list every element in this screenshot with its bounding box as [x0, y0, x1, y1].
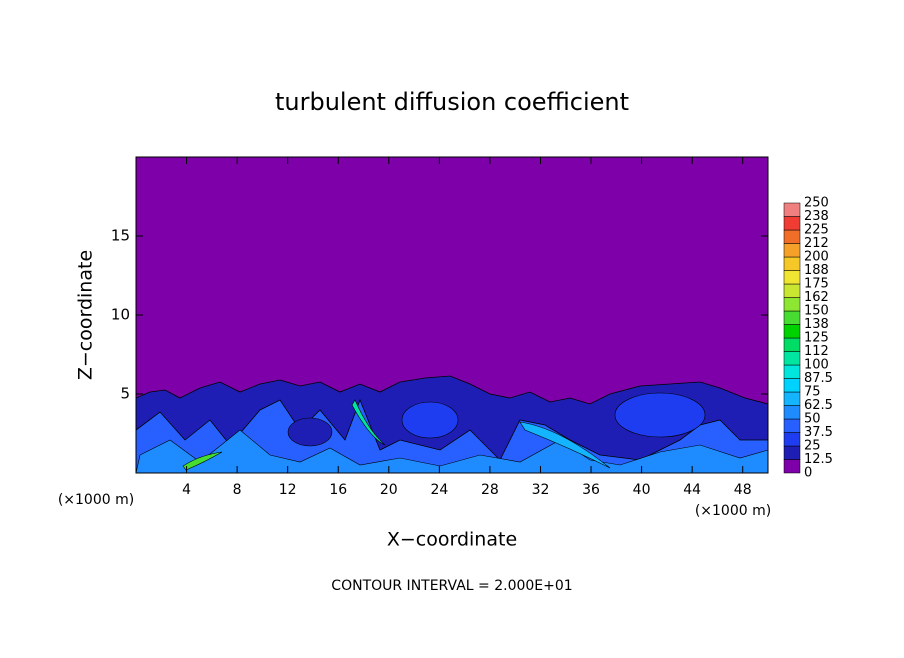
- x-tick-label: 24: [430, 482, 448, 498]
- colorbar-box: [783, 256, 801, 271]
- field-region: [614, 392, 706, 438]
- colorbar-label: 0: [804, 466, 812, 481]
- colorbar-box: [783, 310, 801, 325]
- colorbar-box: [783, 324, 801, 339]
- colorbar-label: 87.5: [804, 371, 833, 386]
- colorbar-box: [783, 351, 801, 366]
- footnote: CONTOUR INTERVAL = 2.000E+01: [331, 578, 572, 594]
- colorbar-box: [783, 270, 801, 285]
- colorbar-box: [783, 459, 801, 474]
- colorbar-label: 225: [804, 223, 829, 238]
- colorbar-box: [783, 243, 801, 258]
- colorbar-label: 112: [804, 344, 829, 359]
- colorbar-label: 238: [804, 209, 829, 224]
- x-tick-label: 4: [182, 482, 191, 498]
- x-tick-label: 20: [380, 482, 398, 498]
- x-tick-label: 28: [481, 482, 499, 498]
- y-axis-title: Z−coordinate: [75, 250, 97, 380]
- y-tick-label: 10: [111, 306, 130, 324]
- colorbar-label: 188: [804, 263, 829, 278]
- field-region: [136, 429, 768, 473]
- x-tick-label: 32: [532, 482, 550, 498]
- colorbar-box: [783, 445, 801, 460]
- colorbar-box: [783, 283, 801, 298]
- colorbar-box: [783, 378, 801, 393]
- colorbar-label: 75: [804, 385, 821, 400]
- colorbar-box: [783, 229, 801, 244]
- field-region: [287, 417, 333, 447]
- x-tick-label: 40: [633, 482, 651, 498]
- colorbar-label: 150: [804, 304, 829, 319]
- y-tick-label: 5: [120, 385, 130, 403]
- field-region: [182, 451, 223, 471]
- colorbar-label: 212: [804, 236, 829, 251]
- colorbar-box: [783, 202, 801, 217]
- chart-title: turbulent diffusion coefficient: [275, 88, 629, 116]
- colorbar-label: 175: [804, 277, 829, 292]
- field-region: [401, 401, 459, 439]
- field-region: [136, 398, 768, 473]
- colorbar-label: 37.5: [804, 425, 833, 440]
- colorbar-box: [783, 337, 801, 352]
- colorbar-box: [783, 418, 801, 433]
- colorbar-box: [783, 432, 801, 447]
- colorbar-label: 25: [804, 439, 821, 454]
- field-region: [351, 399, 386, 446]
- x-tick-label: 44: [683, 482, 701, 498]
- x-tick-label: 36: [582, 482, 600, 498]
- field-region: [519, 421, 611, 469]
- colorbar-box: [783, 405, 801, 420]
- colorbar-label: 125: [804, 331, 829, 346]
- colorbar-box: [783, 297, 801, 312]
- colorbar-label: 100: [804, 358, 829, 373]
- colorbar-label: 162: [804, 290, 829, 305]
- colorbar-label: 200: [804, 250, 829, 265]
- colorbar-label: 138: [804, 317, 829, 332]
- x-tick-label: 12: [279, 482, 297, 498]
- x-axis-title: X−coordinate: [387, 529, 517, 551]
- colorbar-box: [783, 216, 801, 231]
- x-tick-label: 16: [329, 482, 347, 498]
- colorbar-box: [783, 391, 801, 406]
- y-tick-label: 15: [111, 227, 130, 245]
- colorbar-label: 250: [804, 196, 829, 211]
- x-tick-label: 8: [233, 482, 242, 498]
- contour-field: [136, 157, 768, 473]
- colorbar-label: 62.5: [804, 398, 833, 413]
- colorbar-label: 50: [804, 412, 821, 427]
- x-tick-label: 48: [734, 482, 752, 498]
- colorbar-box: [783, 364, 801, 379]
- colorbar-label: 12.5: [804, 452, 833, 467]
- x-unit-label: (×1000 m): [58, 492, 134, 508]
- x-unit-label: (×1000 m): [695, 503, 771, 519]
